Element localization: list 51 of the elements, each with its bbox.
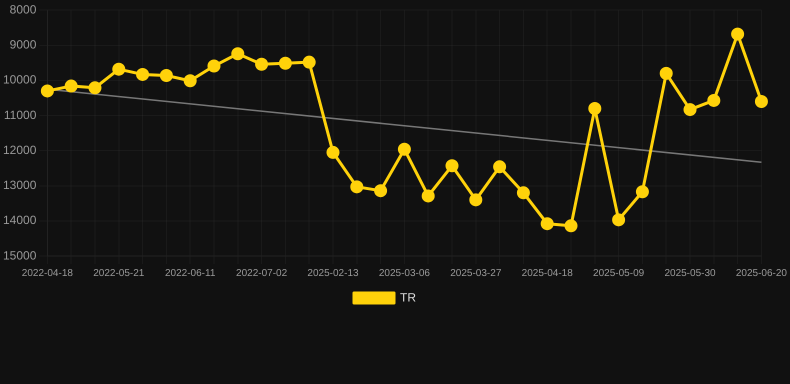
point xyxy=(731,28,744,41)
x-tick-label: 2025-06-20 xyxy=(736,268,788,279)
point xyxy=(326,146,340,159)
y-tick-label: 11000 xyxy=(4,108,37,122)
point xyxy=(184,74,197,88)
x-tick-label: 2025-03-06 xyxy=(378,268,430,279)
point xyxy=(160,69,173,82)
point xyxy=(540,217,554,230)
point xyxy=(707,94,720,107)
x-tick-label: 2022-05-21 xyxy=(93,268,145,279)
y-tick-label: 13000 xyxy=(2,178,37,192)
x-tick-label: 2025-05-30 xyxy=(664,268,716,279)
point xyxy=(636,185,649,198)
point xyxy=(612,213,626,226)
point xyxy=(374,184,388,198)
point xyxy=(88,81,102,94)
point xyxy=(516,186,530,200)
point xyxy=(588,102,602,116)
point xyxy=(350,180,364,194)
y-tick-label: 15000 xyxy=(2,248,37,262)
point xyxy=(302,56,316,69)
x-tick-label: 2025-03-27 xyxy=(450,268,502,279)
point xyxy=(40,84,54,98)
y-tick-label: 10000 xyxy=(2,72,37,87)
point xyxy=(231,47,244,60)
x-tick-label: 2025-05-09 xyxy=(593,268,645,279)
point xyxy=(469,193,482,206)
x-tick-label: 2025-02-13 xyxy=(307,268,360,279)
x-tick-label: 2022-04-18 xyxy=(22,268,74,279)
point xyxy=(255,58,268,71)
y-tick-label: 8000 xyxy=(10,2,37,17)
point xyxy=(112,62,126,76)
point xyxy=(278,56,292,70)
point xyxy=(64,80,78,93)
legend-label: TR xyxy=(400,290,416,304)
point xyxy=(398,142,411,156)
y-tick-label: 12000 xyxy=(2,142,37,157)
point xyxy=(422,189,435,202)
point xyxy=(564,219,578,232)
point xyxy=(136,68,150,81)
point xyxy=(446,159,458,172)
point xyxy=(754,94,768,108)
point xyxy=(660,66,673,80)
x-tick-label: 2022-07-02 xyxy=(236,268,288,279)
x-tick-label: 2025-04-18 xyxy=(522,268,574,279)
y-tick-label: 14000 xyxy=(2,213,37,228)
x-tick-label: 2022-06-11 xyxy=(164,268,216,279)
y-tick-label: 9000 xyxy=(10,38,37,52)
point xyxy=(493,160,506,174)
point xyxy=(684,103,697,116)
point xyxy=(207,60,220,73)
